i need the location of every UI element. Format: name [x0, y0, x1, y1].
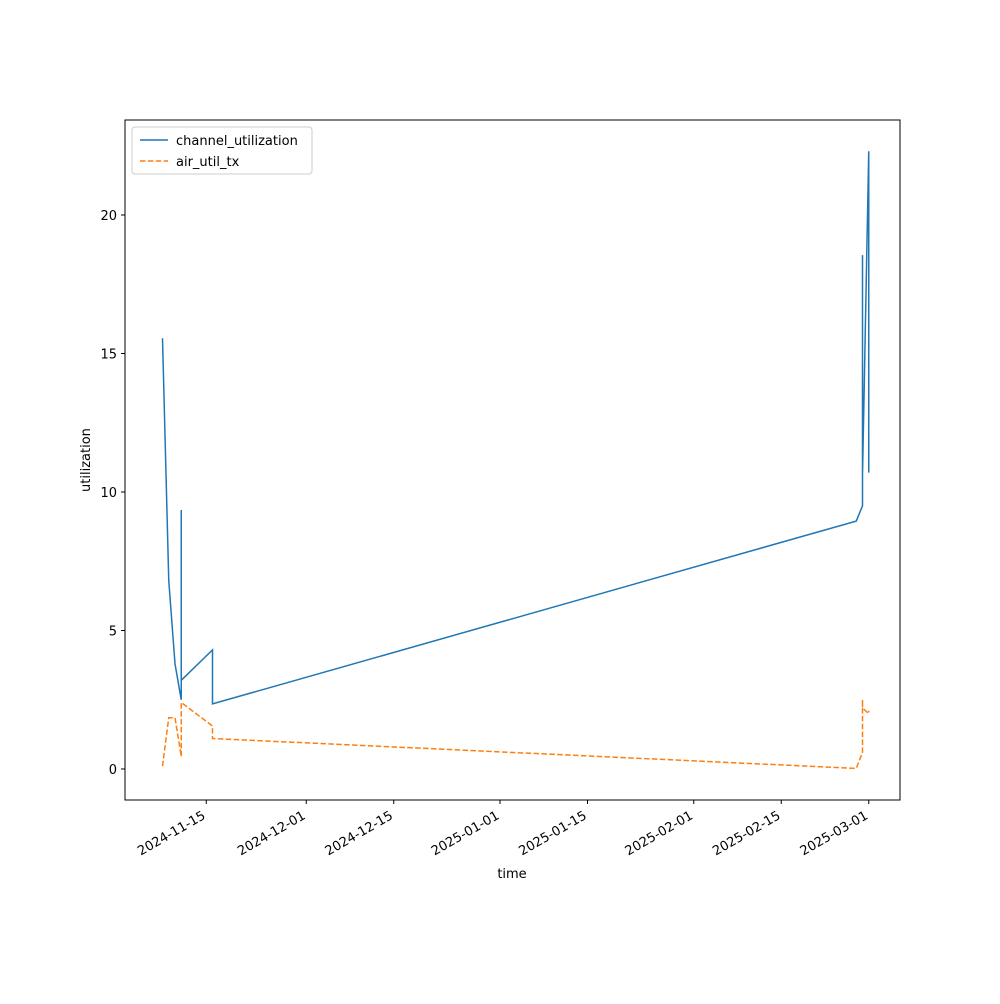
x-tick-label: 2025-02-01: [623, 808, 696, 859]
y-tick-label: 0: [109, 763, 117, 778]
data-line: [161, 699, 870, 770]
y-axis-label: utilization: [79, 428, 94, 492]
y-tick-label: 5: [109, 624, 117, 639]
legend-label: channel_utilization: [176, 134, 298, 149]
y-tick-label: 20: [100, 209, 117, 224]
y-tick-label: 10: [100, 486, 117, 501]
x-tick-label: 2025-01-15: [517, 808, 590, 859]
x-tick-label: 2024-12-01: [235, 808, 308, 859]
x-tick-label: 2025-01-01: [429, 808, 502, 859]
plot-frame: [124, 119, 901, 801]
legend-label: air_util_tx: [176, 155, 240, 170]
x-tick-label: 2025-03-01: [798, 808, 871, 859]
x-axis-label: time: [497, 867, 526, 882]
x-tick-label: 2024-12-15: [323, 808, 396, 859]
legend-box: [131, 126, 313, 175]
data-line: [161, 151, 870, 705]
x-tick-label: 2024-11-15: [135, 808, 208, 859]
x-tick-label: 2025-02-15: [710, 808, 783, 859]
y-tick-label: 15: [100, 347, 117, 362]
